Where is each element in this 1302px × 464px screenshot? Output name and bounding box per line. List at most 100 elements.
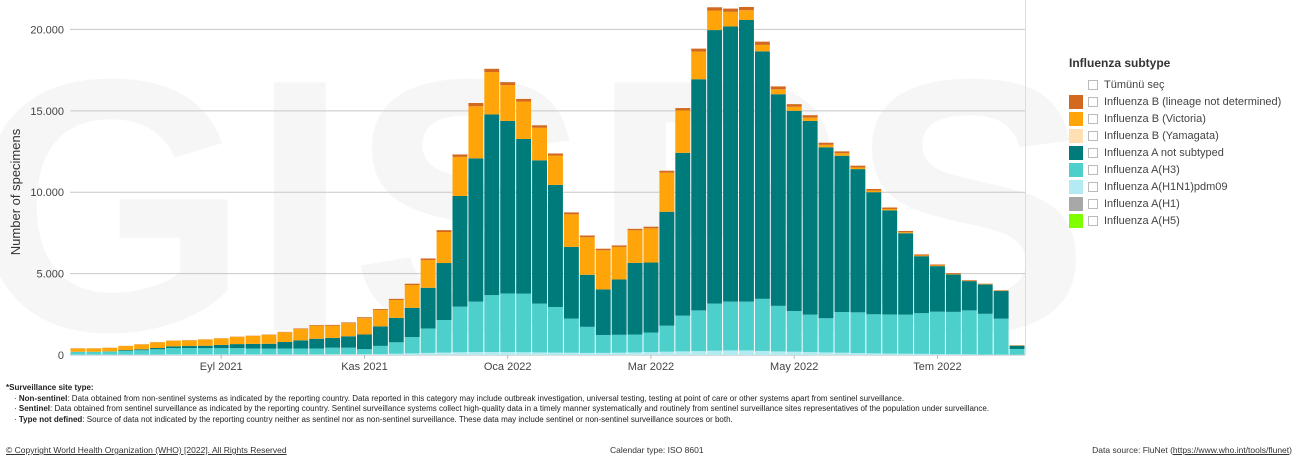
- bar-segment: [229, 348, 245, 355]
- bar-segment: [563, 246, 579, 319]
- bar-segment: [595, 248, 611, 251]
- bar-segment: [739, 10, 754, 20]
- bar-segment: [691, 51, 707, 80]
- bar-segment: [516, 101, 532, 139]
- bar-segment: [372, 345, 388, 355]
- bar-segment: [802, 314, 818, 353]
- bar-segment: [675, 351, 691, 355]
- legend-select-all[interactable]: Tümünü seç: [1069, 76, 1299, 93]
- bar-segment: [388, 353, 404, 355]
- bar-segment: [930, 354, 945, 355]
- bar-segment: [277, 341, 293, 349]
- legend-label: Influenza B (lineage not determined): [1104, 95, 1282, 108]
- bar-segment: [739, 6, 754, 11]
- bar-segment: [197, 354, 213, 355]
- legend-item[interactable]: Influenza B (lineage not determined): [1069, 93, 1299, 110]
- bar-segment: [611, 334, 627, 353]
- legend-item[interactable]: Influenza A(H3): [1069, 161, 1299, 178]
- bar-segment: [181, 354, 197, 355]
- bar-segment: [691, 48, 707, 52]
- bar-segment: [484, 114, 500, 296]
- bar-segment: [404, 283, 420, 285]
- bar-segment: [150, 348, 165, 350]
- bar-segment: [850, 312, 866, 354]
- bar-segment: [914, 254, 929, 256]
- bar-segment: [754, 41, 770, 45]
- bar-segment: [372, 354, 388, 355]
- bar-segment: [723, 8, 738, 12]
- bar-segment: [707, 350, 723, 355]
- bar-segment: [563, 214, 579, 247]
- bar-segment: [468, 301, 484, 353]
- bar-segment: [404, 353, 420, 355]
- bar-segment: [882, 208, 898, 211]
- legend-swatch: [1069, 179, 1083, 194]
- bar-segment: [945, 354, 961, 355]
- bar-segment: [484, 68, 500, 73]
- bar-segment: [563, 318, 579, 353]
- legend-item[interactable]: Influenza A(H5): [1069, 212, 1299, 229]
- legend-item[interactable]: Influenza A(H1N1)pdm09: [1069, 178, 1299, 195]
- legend-checkbox[interactable]: [1088, 164, 1098, 175]
- legend-label: Influenza A(H5): [1104, 214, 1180, 227]
- bar-segment: [850, 167, 866, 170]
- bar-segment: [357, 334, 372, 350]
- bar-segment: [70, 348, 86, 352]
- bar-segment: [532, 127, 547, 161]
- bar-segment: [166, 340, 181, 347]
- bar-segment: [882, 210, 898, 315]
- bar-segment: [548, 352, 563, 355]
- legend-checkbox[interactable]: [1088, 130, 1098, 141]
- legend-checkbox[interactable]: [1088, 181, 1098, 192]
- checkbox-select-all[interactable]: [1088, 79, 1098, 90]
- bar-segment: [754, 350, 770, 355]
- bar-segment: [500, 120, 516, 294]
- bar-segment: [102, 351, 118, 355]
- bar-segment: [341, 336, 356, 348]
- bar-segment: [500, 352, 516, 355]
- legend-item[interactable]: Influenza A not subtyped: [1069, 144, 1299, 161]
- bar-segment: [691, 351, 707, 355]
- bar-segment: [420, 258, 436, 261]
- bar-segment: [882, 314, 898, 354]
- legend-item[interactable]: Influenza A(H1): [1069, 195, 1299, 212]
- bar-segment: [659, 211, 675, 326]
- bar-segment: [325, 337, 341, 348]
- legend-item[interactable]: Influenza B (Yamagata): [1069, 127, 1299, 144]
- bar-segment: [516, 138, 532, 294]
- bar-segment: [770, 305, 786, 352]
- bar-segment: [579, 237, 595, 275]
- footnote-text: : Source of data not indicated by the re…: [82, 414, 733, 424]
- copyright-link[interactable]: © Copyright World Health Organization (W…: [6, 445, 287, 455]
- bar-segment: [834, 153, 850, 156]
- bar-segment: [691, 310, 707, 352]
- bar-segment: [229, 344, 245, 349]
- bar-segment: [86, 351, 102, 355]
- legend-checkbox[interactable]: [1088, 113, 1098, 124]
- bar-segment: [404, 307, 420, 338]
- bar-segment: [818, 352, 834, 355]
- legend-checkbox[interactable]: [1088, 198, 1098, 209]
- bar-segment: [850, 353, 866, 355]
- legend-checkbox[interactable]: [1088, 147, 1098, 158]
- data-source-suffix: ): [1289, 445, 1292, 455]
- bar-segment: [1009, 348, 1025, 355]
- flunet-link[interactable]: https://www.who.int/tools/flunet: [1172, 445, 1290, 455]
- bar-segment: [595, 289, 611, 335]
- legend-checkbox[interactable]: [1088, 96, 1098, 107]
- bar-segment: [945, 273, 961, 274]
- bar-segment: [898, 232, 914, 234]
- bar-segment: [261, 348, 277, 355]
- bar-segment: [691, 79, 707, 311]
- bar-segment: [293, 354, 309, 355]
- bar-segment: [500, 293, 516, 353]
- bar-segment: [309, 338, 325, 349]
- legend-checkbox[interactable]: [1088, 215, 1098, 226]
- bar-segment: [866, 190, 882, 193]
- bar-segment: [611, 352, 627, 355]
- y-tick-label: 20.000: [30, 24, 64, 36]
- bar-segment: [309, 354, 325, 355]
- legend-item[interactable]: Influenza B (Victoria): [1069, 110, 1299, 127]
- bar-segment: [898, 230, 914, 233]
